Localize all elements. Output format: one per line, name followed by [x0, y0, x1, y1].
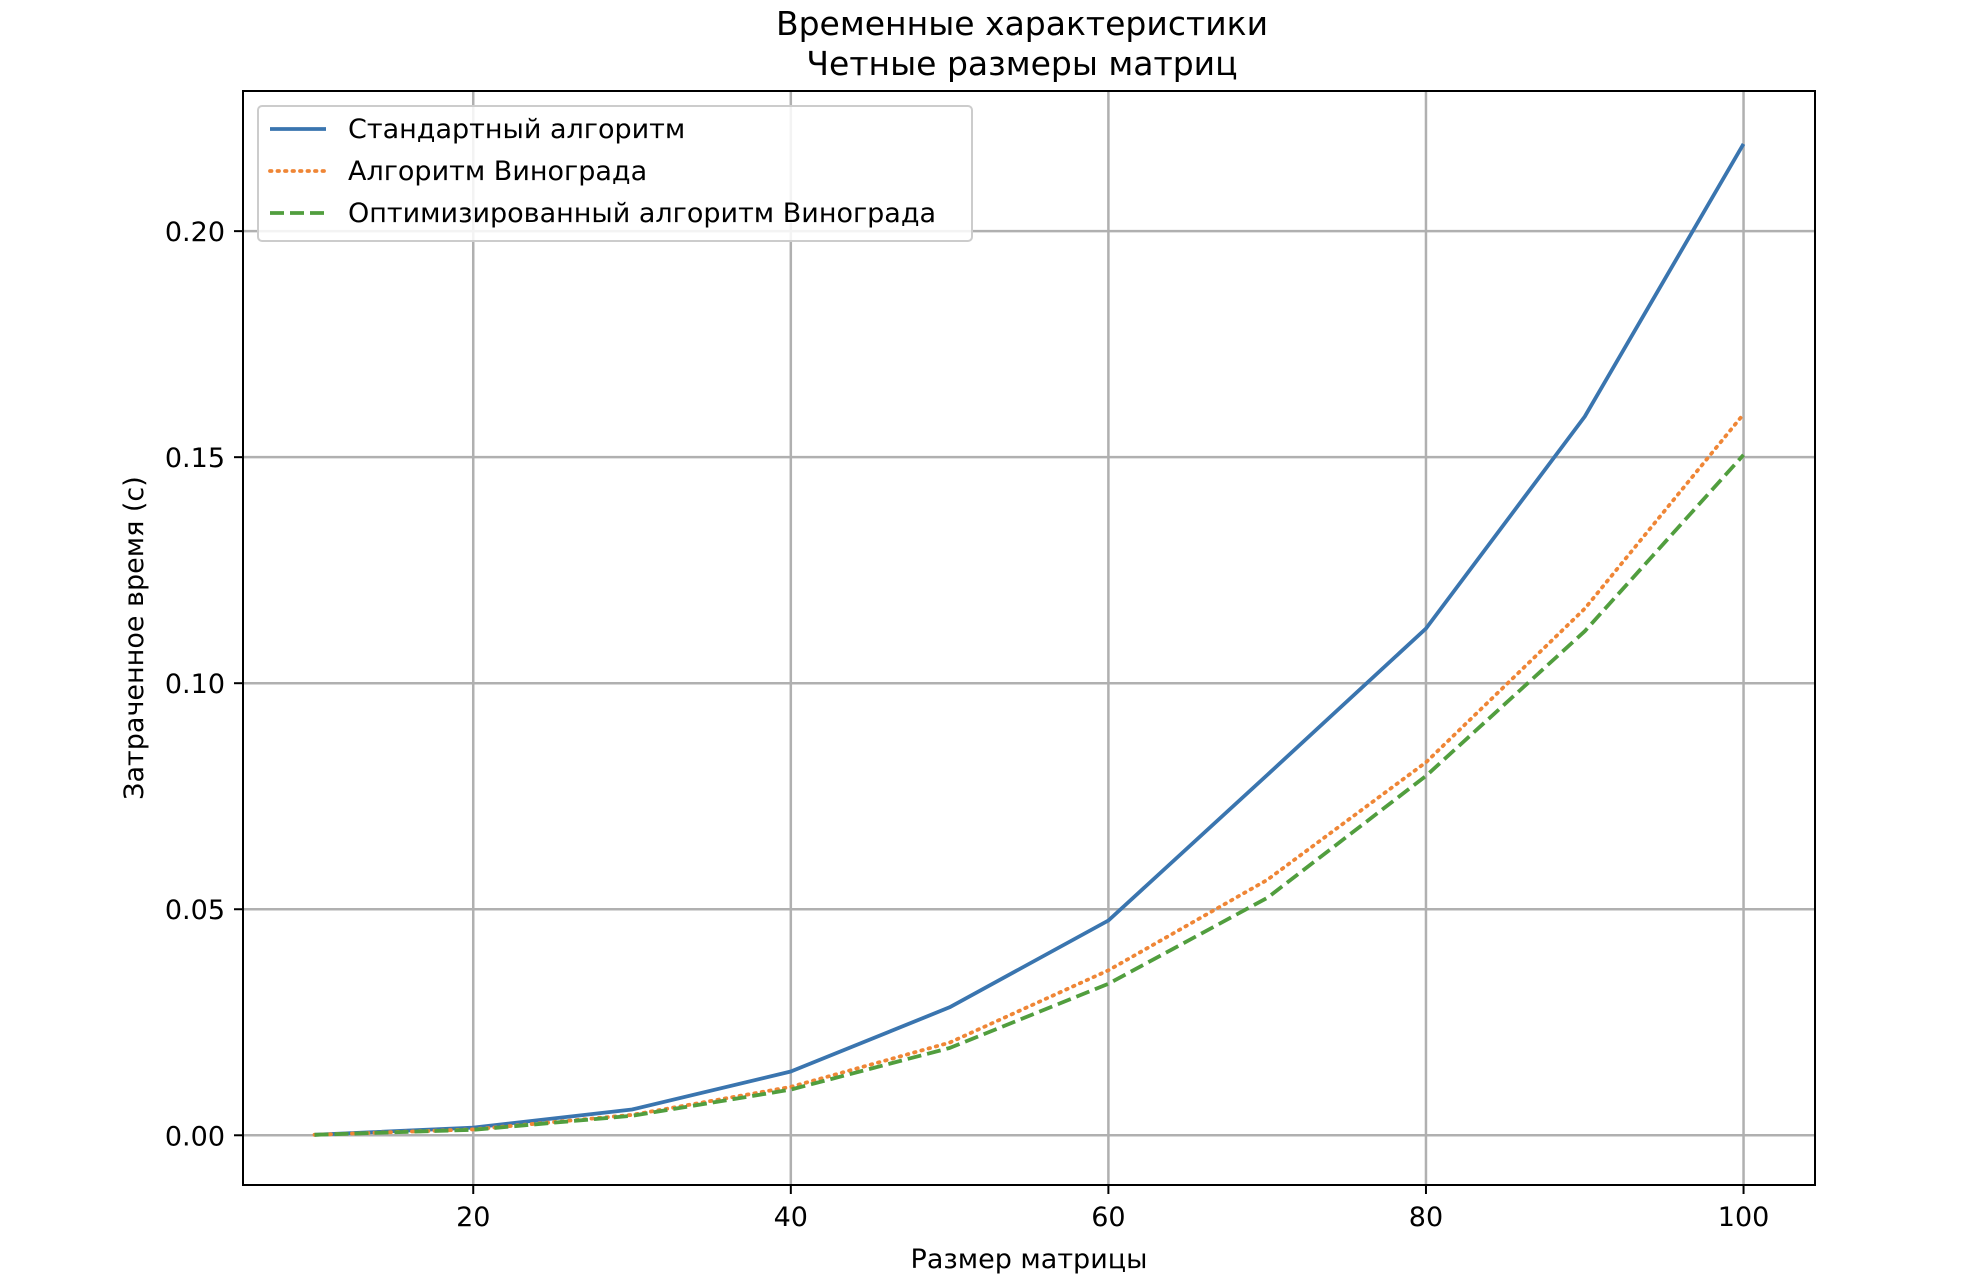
series-lines: [312, 142, 1746, 1137]
legend-box: [257, 105, 973, 242]
x-tick-label: 40: [774, 1202, 808, 1233]
series-line-optimized: [314, 453, 1745, 1137]
legend-label-optimized: Оптимизированный алгоритм Винограда: [348, 198, 936, 229]
series-line-winograd: [312, 412, 1746, 1137]
x-tick-label: 80: [1409, 1202, 1443, 1233]
legend-label-winograd: Алгоритм Винограда: [348, 156, 647, 187]
y-tick-label: 0.15: [165, 443, 225, 474]
x-tick-label: 60: [1091, 1202, 1125, 1233]
ticks: 20 40 60 80 100 0.00 0.05 0.10 0.15 0.20: [165, 217, 1769, 1233]
y-axis-label: Затраченное время (с): [119, 476, 150, 800]
x-axis-label: Размер матрицы: [911, 1244, 1148, 1275]
grid: [243, 91, 1815, 1185]
plot-frame: [242, 90, 1816, 1186]
legend-label-standard: Стандартный алгоритм: [348, 114, 685, 145]
y-tick-label: 0.10: [165, 669, 225, 700]
x-tick-label: 100: [1718, 1202, 1770, 1233]
chart-title-line-2: Четные размеры матриц: [806, 44, 1237, 83]
x-tick-label: 20: [456, 1202, 490, 1233]
y-tick-label: 0.05: [165, 895, 225, 926]
chart-title-line-1: Временные характеристики: [776, 4, 1268, 43]
y-tick-label: 0.00: [165, 1121, 225, 1152]
series-line-standard: [314, 142, 1746, 1137]
y-tick-label: 0.20: [165, 217, 225, 248]
legend: Стандартный алгоритм Алгоритм Винограда …: [257, 105, 973, 242]
